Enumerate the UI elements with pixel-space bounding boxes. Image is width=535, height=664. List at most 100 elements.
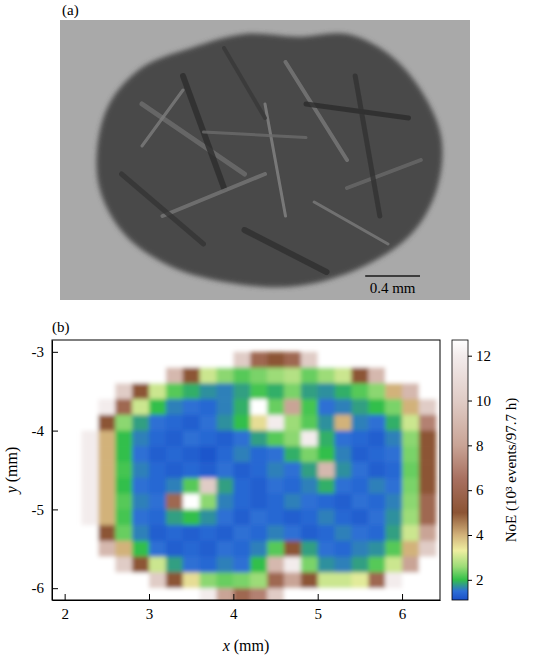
heatmap-cell: [200, 588, 217, 600]
heatmap-cell: [132, 383, 149, 399]
x-axis: 23456: [53, 594, 441, 622]
heatmap-cell: [301, 368, 318, 384]
heatmap-cell: [318, 399, 335, 415]
heatmap-cell: [385, 462, 402, 478]
heatmap-cell: [385, 541, 402, 557]
heatmap-cell: [301, 431, 318, 447]
heatmap-cell: [301, 446, 318, 462]
heatmap-cell: [216, 383, 233, 399]
heatmap-cell: [368, 415, 385, 431]
heatmap-cell: [82, 352, 99, 368]
heatmap-cell: [149, 431, 166, 447]
heatmap-cell: [183, 431, 200, 447]
tick: -6: [32, 580, 59, 596]
heatmap-cell: [183, 557, 200, 573]
heatmap-cell: [335, 431, 352, 447]
heatmap-cell: [183, 462, 200, 478]
heatmap-cell: [149, 557, 166, 573]
photo-background: [60, 20, 470, 300]
heatmap-cell: [351, 572, 368, 588]
texture-streak: [314, 202, 388, 244]
heatmap-cell: [419, 541, 436, 557]
heatmap-cell: [149, 478, 166, 494]
heatmap-cell: [419, 415, 436, 431]
heatmap-cell: [166, 462, 183, 478]
tick-label: 2: [476, 572, 484, 588]
heatmap-cell: [368, 383, 385, 399]
heatmap-cell: [132, 509, 149, 525]
heatmap-cell: [166, 494, 183, 510]
heatmap-cell: [132, 494, 149, 510]
heatmap-cell: [368, 509, 385, 525]
heatmap-cell: [216, 431, 233, 447]
heatmap-cell: [166, 399, 183, 415]
heatmap-cell: [419, 588, 436, 600]
heatmap-cell: [149, 494, 166, 510]
heatmap-cell: [351, 462, 368, 478]
heatmap-cell: [250, 541, 267, 557]
heatmap-cell: [115, 541, 132, 557]
heatmap-cell: [82, 431, 99, 447]
heatmap-cell: [115, 572, 132, 588]
heatmap-cell: [200, 383, 217, 399]
heatmap-cell: [385, 399, 402, 415]
heatmap-cell: [368, 572, 385, 588]
tick: 6: [399, 594, 407, 622]
heatmap-cell: [250, 399, 267, 415]
heatmap-cell: [82, 525, 99, 541]
tick: 4: [468, 527, 484, 543]
heatmap-cell: [267, 557, 284, 573]
heatmap-cell: [318, 541, 335, 557]
figure: (a)0.4 mm(b)23456-3-4-5-6x (mm)y (mm)246…: [0, 0, 535, 664]
heatmap-cell: [149, 541, 166, 557]
heatmap-cell: [402, 446, 419, 462]
heatmap-cell: [183, 588, 200, 600]
heatmap-cell: [419, 525, 436, 541]
heatmap-cell: [335, 541, 352, 557]
heatmap-cell: [385, 509, 402, 525]
heatmap-cell: [385, 352, 402, 368]
heatmap-cell: [98, 399, 115, 415]
heatmap-cell: [318, 588, 335, 600]
heatmap-cell: [267, 509, 284, 525]
heatmap-cell: [402, 541, 419, 557]
heatmap-cell: [284, 431, 301, 447]
heatmap-cell: [82, 399, 99, 415]
panel-b: (b)23456-3-4-5-6x (mm)y (mm)24681012NoE …: [3, 319, 520, 655]
tick-mark: [52, 588, 58, 589]
tick-mark: [233, 594, 234, 600]
heatmap-cell: [132, 399, 149, 415]
heatmap-cell: [351, 494, 368, 510]
heatmap-cell: [98, 446, 115, 462]
heatmap-cell: [385, 415, 402, 431]
heatmap-cell: [166, 415, 183, 431]
heatmap-cell: [419, 446, 436, 462]
heatmap-cell: [82, 557, 99, 573]
heatmap-cell: [267, 494, 284, 510]
heatmap-cell: [183, 494, 200, 510]
heatmap-cell: [351, 588, 368, 600]
heatmap-cell: [166, 509, 183, 525]
crystal-texture: [122, 48, 421, 272]
heatmap-cell: [115, 383, 132, 399]
tick-mark: [468, 401, 472, 402]
tick-mark: [52, 352, 58, 353]
heatmap-cell: [98, 415, 115, 431]
heatmap-cell: [335, 494, 352, 510]
heatmap-cell: [335, 446, 352, 462]
heatmap-cell: [82, 509, 99, 525]
tick: 10: [468, 393, 491, 409]
heatmap-cell: [98, 509, 115, 525]
heatmap-cell: [115, 478, 132, 494]
tick-mark: [318, 594, 319, 600]
heatmap-cell: [335, 399, 352, 415]
texture-streak: [122, 174, 204, 244]
heatmap-cell: [149, 446, 166, 462]
heatmap-cell: [98, 383, 115, 399]
heatmap-cell: [368, 368, 385, 384]
heatmap-cell: [115, 399, 132, 415]
heatmap-cell: [233, 509, 250, 525]
heatmap-cell: [115, 352, 132, 368]
heatmap-cell: [132, 478, 149, 494]
heatmap-cell: [233, 494, 250, 510]
